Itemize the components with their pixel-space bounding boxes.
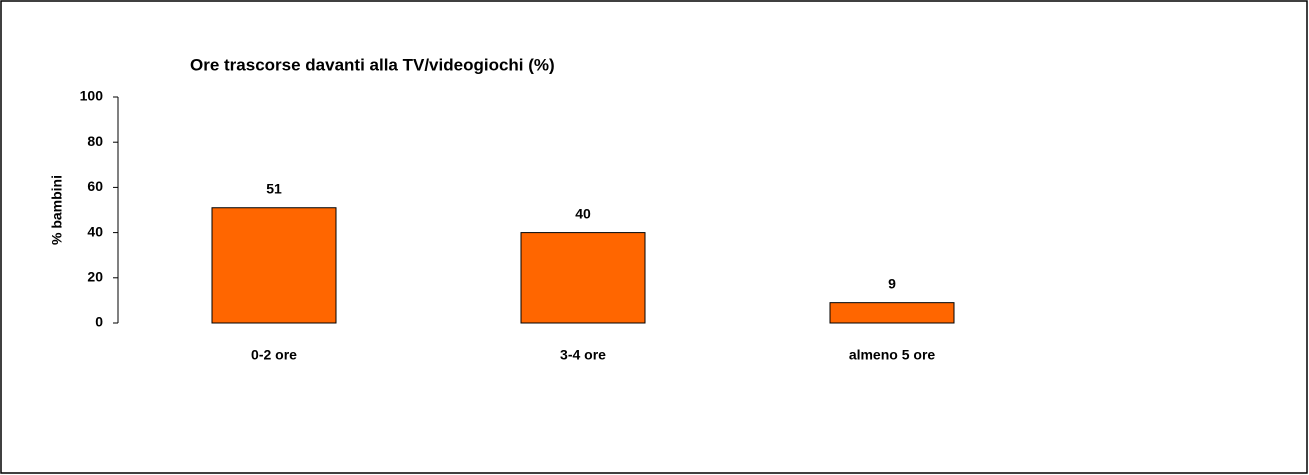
x-tick-label: 3-4 ore	[560, 347, 606, 363]
y-axis-label: % bambini	[49, 175, 65, 245]
chart-title: Ore trascorse davanti alla TV/videogioch…	[190, 55, 555, 74]
data-label: 9	[888, 275, 896, 291]
bar	[520, 232, 646, 324]
data-label: 51	[266, 180, 282, 196]
y-tick-label: 20	[87, 269, 103, 285]
x-tick-label: almeno 5 ore	[849, 347, 936, 363]
y-tick-label: 60	[87, 178, 103, 194]
y-tick-label: 80	[87, 133, 103, 149]
y-tick-label: 0	[95, 314, 103, 330]
bar	[211, 207, 337, 324]
x-tick-label: 0-2 ore	[251, 347, 297, 363]
y-tick-label: 100	[80, 88, 104, 104]
bar	[829, 302, 955, 324]
y-tick-label: 40	[87, 223, 103, 239]
data-label: 40	[575, 205, 591, 221]
